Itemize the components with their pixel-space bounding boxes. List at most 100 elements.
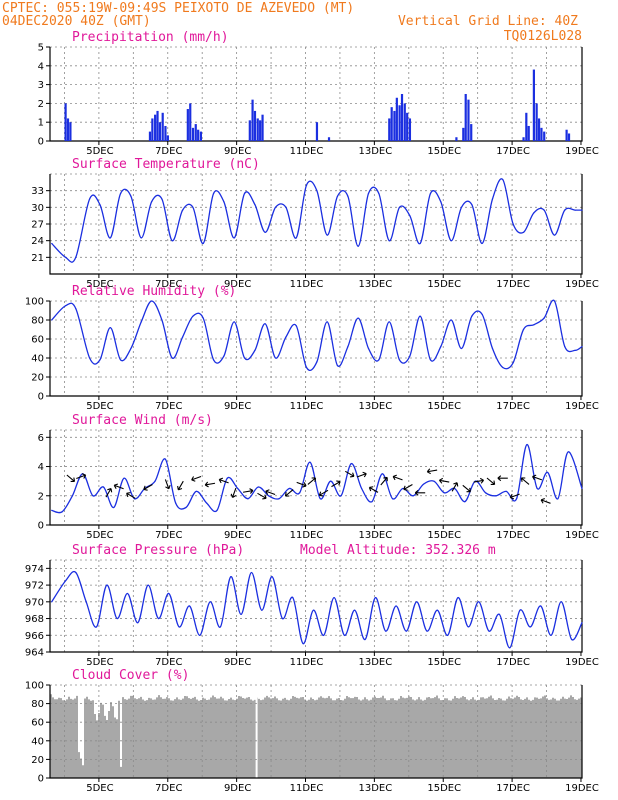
data-point xyxy=(223,201,225,203)
wind-arrow xyxy=(265,489,276,496)
wind-arrow xyxy=(473,477,485,484)
data-point xyxy=(140,237,142,239)
data-point xyxy=(343,634,346,636)
precip-bar xyxy=(540,127,543,141)
data-point xyxy=(471,203,473,206)
data-point xyxy=(212,192,215,195)
precip-bar xyxy=(406,112,409,141)
wind-arrow-shape xyxy=(76,473,87,480)
data-point xyxy=(502,366,504,369)
data-point xyxy=(460,206,463,208)
data-point xyxy=(116,617,118,620)
y-tick-label: 2 xyxy=(38,99,44,110)
data-point xyxy=(443,492,445,494)
data-point xyxy=(305,184,308,186)
data-point xyxy=(567,451,569,453)
y-tick-label: 33 xyxy=(31,186,44,197)
header-model: TQ0126L028 xyxy=(504,29,582,44)
wind-arrow xyxy=(66,474,76,482)
data-point xyxy=(212,359,215,361)
data-point xyxy=(157,617,160,620)
wind-arrow-shape xyxy=(438,477,450,484)
data-point xyxy=(299,492,301,494)
precip-bar xyxy=(467,99,470,141)
wind-arrow-shape xyxy=(296,481,307,488)
data-point xyxy=(378,359,380,361)
precip-bar xyxy=(156,110,159,141)
x-tick-label: 17DEC xyxy=(496,279,530,290)
y-tick-label: 4 xyxy=(38,462,44,473)
x-tick-label: 15DEC xyxy=(427,530,461,541)
data-point xyxy=(491,198,494,200)
header-grid-line: Vertical Grid Line: 40Z xyxy=(398,14,578,29)
data-point xyxy=(512,362,514,364)
wind-arrow xyxy=(105,487,113,498)
y-tick-label: 972 xyxy=(25,581,44,592)
wind-arrow-shape xyxy=(164,479,171,490)
data-point xyxy=(281,617,284,620)
data-point xyxy=(88,357,91,359)
panel-title: Surface Wind (m/s) xyxy=(72,413,213,428)
precip-bar xyxy=(393,110,396,141)
data-point xyxy=(109,237,111,239)
data-point xyxy=(436,609,438,611)
data-point xyxy=(423,483,425,485)
precip-bar xyxy=(186,109,189,141)
wind-arrow xyxy=(486,477,496,485)
data-point xyxy=(264,323,266,325)
data-point xyxy=(571,638,573,641)
data-point xyxy=(515,498,518,500)
data-point xyxy=(484,492,487,494)
data-point xyxy=(51,509,53,511)
data-point xyxy=(161,198,163,200)
precip-bar xyxy=(464,94,467,141)
wind-arrow xyxy=(331,480,341,488)
precip-bar xyxy=(189,103,192,141)
wind-arrow-shape xyxy=(426,468,438,475)
data-point xyxy=(254,349,256,351)
data-point xyxy=(326,234,328,236)
x-tick-label: 7DEC xyxy=(155,279,182,290)
data-point xyxy=(429,359,432,361)
wind-arrow-shape xyxy=(520,477,530,485)
data-point xyxy=(488,630,490,632)
wind-arrow xyxy=(76,473,87,480)
data-point xyxy=(295,325,297,327)
data-point xyxy=(150,300,153,302)
data-point xyxy=(347,346,349,348)
precip-bar xyxy=(197,129,200,141)
wind-arrow xyxy=(451,482,459,492)
data-point xyxy=(278,498,280,500)
data-point xyxy=(385,630,387,632)
data-point xyxy=(395,605,397,607)
x-tick-label: 19DEC xyxy=(565,146,599,157)
data-point xyxy=(405,630,407,632)
wind-arrow-shape xyxy=(257,492,267,500)
data-point xyxy=(113,506,115,509)
precip-bar xyxy=(400,94,404,141)
y-tick-label: 27 xyxy=(31,220,44,231)
data-point xyxy=(219,626,222,628)
precip-bar xyxy=(158,122,162,141)
wind-arrow xyxy=(296,481,307,488)
data-point xyxy=(226,477,228,479)
data-point xyxy=(126,592,129,595)
wind-arrow-shape xyxy=(177,480,184,491)
y-tick-label: 100 xyxy=(25,297,44,308)
wind-arrow-shape xyxy=(143,484,153,491)
data-point xyxy=(467,626,469,628)
data-point xyxy=(285,206,287,208)
data-point xyxy=(216,509,218,511)
data-point xyxy=(161,319,163,321)
data-point xyxy=(388,240,390,242)
data-point xyxy=(243,192,246,195)
x-tick-label: 7DEC xyxy=(155,146,182,157)
wind-arrow-shape xyxy=(331,480,341,488)
wind-arrow-shape xyxy=(191,475,202,482)
data-point xyxy=(457,597,459,599)
precip-bar xyxy=(199,131,203,141)
data-point xyxy=(522,328,525,331)
series-line-rh xyxy=(51,299,583,371)
data-point xyxy=(109,327,111,329)
